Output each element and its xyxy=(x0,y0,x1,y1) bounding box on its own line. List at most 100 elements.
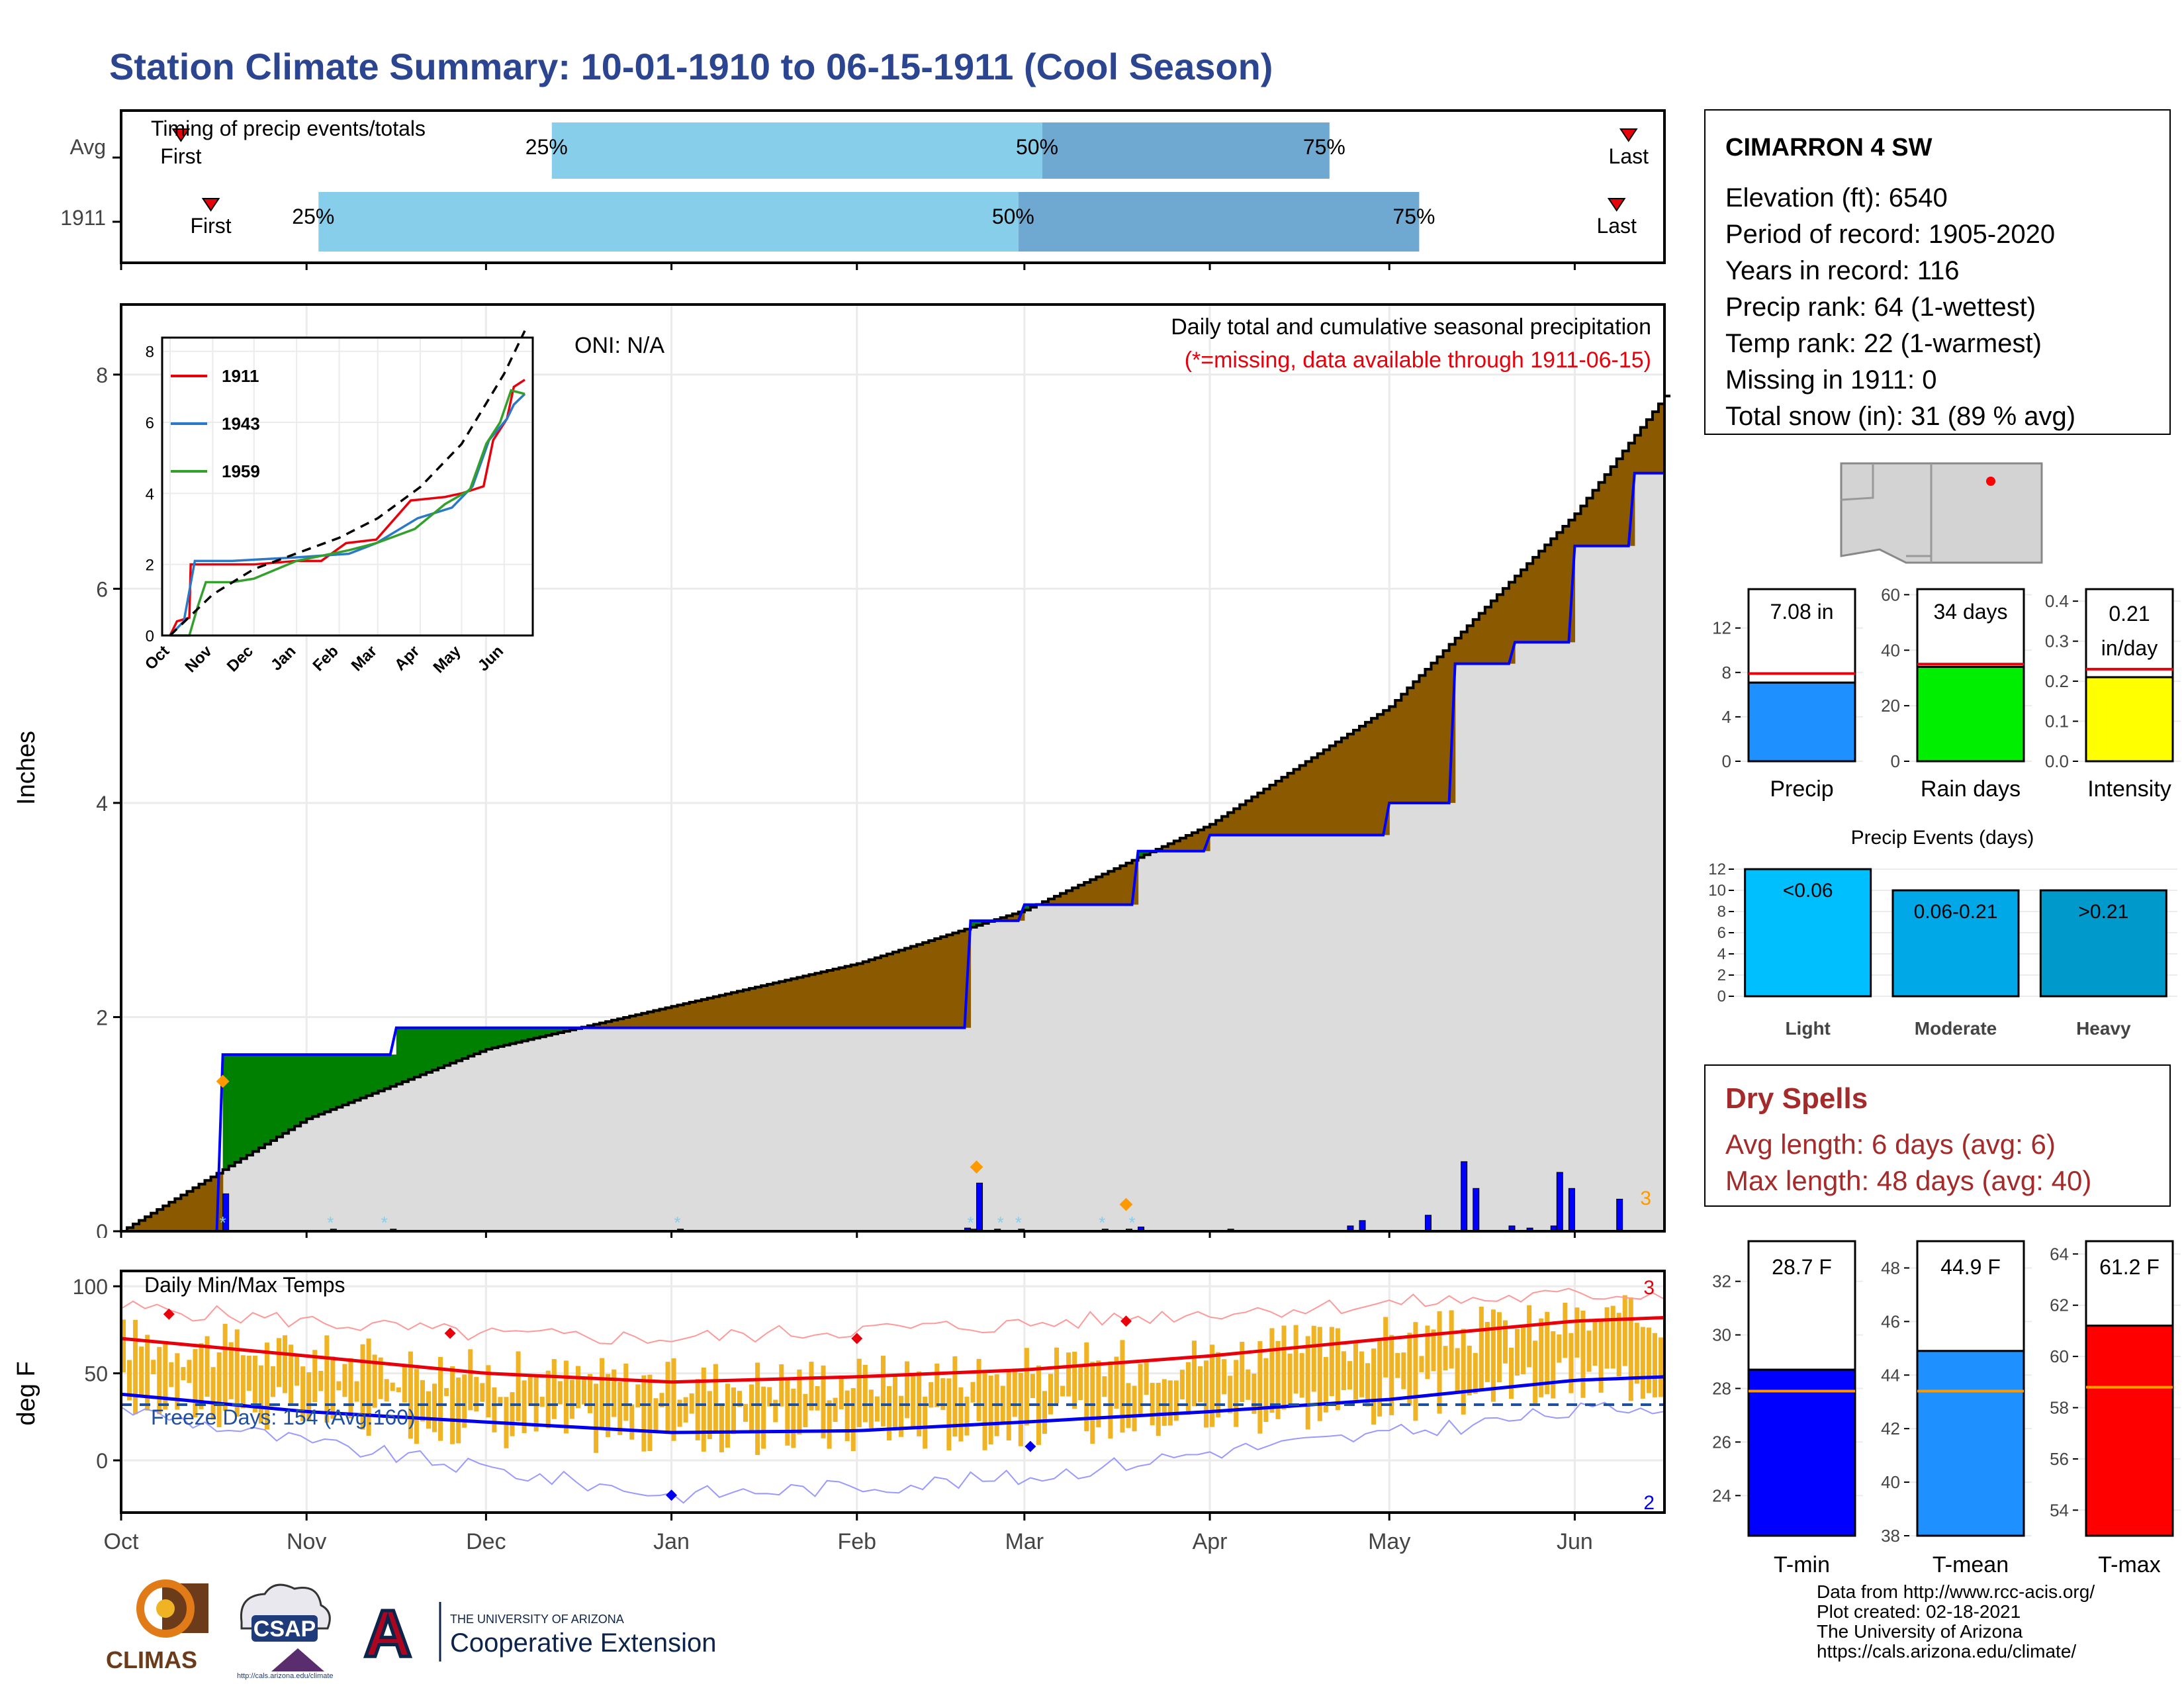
precip-departure-218 xyxy=(1425,669,1432,803)
timing-p50-label-1: 50% xyxy=(992,205,1034,228)
temp-daily-bar-174 xyxy=(1161,1379,1167,1426)
precip-departure-39 xyxy=(354,1055,361,1101)
precip-departure-205 xyxy=(1347,733,1354,835)
temp-daily-bar-129 xyxy=(893,1375,898,1429)
tsum-ytick-label-0-2: 28 xyxy=(1712,1379,1731,1399)
tsum-ytick-label-1-5: 48 xyxy=(1881,1258,1900,1278)
precip-departure-102 xyxy=(731,992,738,1028)
temp-daily-bar-50 xyxy=(420,1380,425,1422)
timing-first-label-0: First xyxy=(160,144,201,168)
precip-departure-35 xyxy=(330,1055,337,1110)
temp-daily-bar-73 xyxy=(557,1381,563,1405)
temp-daily-bar-85 xyxy=(629,1404,635,1440)
temp-daily-bar-250 xyxy=(1616,1313,1621,1377)
csap-logo[interactable]: CSAP http://cals.arizona.edu/climate xyxy=(237,1583,334,1680)
precip-departure-54 xyxy=(444,1027,451,1066)
precip-departure-255 xyxy=(1646,419,1653,473)
temp-ytick-label-2: 100 xyxy=(73,1275,108,1299)
precip-departure-111 xyxy=(785,980,792,1028)
precip-departure-164 xyxy=(1102,874,1109,905)
precip-departure-87 xyxy=(641,1013,649,1028)
precip-departure-31 xyxy=(306,1055,313,1119)
tsum-ytick-label-0-3: 30 xyxy=(1712,1325,1731,1345)
timing-row-avg: Avg xyxy=(69,135,106,159)
temp-daily-bar-213 xyxy=(1395,1352,1400,1378)
events-bar-label-2: >0.21 xyxy=(2078,901,2128,923)
tsum-ytick-label-2-2: 58 xyxy=(2050,1398,2069,1418)
temp-daily-bar-232 xyxy=(1508,1347,1514,1399)
climas-logo[interactable]: CLIMAS xyxy=(106,1579,208,1673)
station-temp-rank: Temp rank: 22 (1-warmest) xyxy=(1725,329,2042,358)
precip-departure-244 xyxy=(1580,506,1588,546)
precip-departure-44 xyxy=(384,1055,391,1089)
temp-daily-bar-138 xyxy=(946,1378,952,1450)
temp-summary-bars: 24 26 28 30 32 28.7 F T-min 38 40 42 44 46 48 44.9 F T… xyxy=(1712,1240,2181,1577)
temp-daily-bar-55 xyxy=(450,1366,455,1444)
temp-daily-bar-142 xyxy=(970,1382,976,1403)
temp-daily-bar-68 xyxy=(527,1376,533,1406)
precip-departure-248 xyxy=(1604,474,1612,546)
timing-p25-label-0: 25% xyxy=(525,135,568,159)
precip-departure-95 xyxy=(689,1002,696,1028)
precip-departure-70 xyxy=(539,1027,547,1037)
events-ytick-label-6: 12 xyxy=(1708,861,1726,878)
temp-daily-bar-80 xyxy=(600,1358,605,1429)
precip-departure-240 xyxy=(1557,532,1563,643)
temp-daily-bar-230 xyxy=(1496,1312,1502,1383)
precip-departure-257 xyxy=(1658,404,1665,473)
temp-daily-bar-74 xyxy=(563,1360,569,1434)
temp-daily-bar-106 xyxy=(755,1362,760,1455)
temp-daily-bar-188 xyxy=(1246,1369,1251,1400)
precip-departure-207 xyxy=(1359,726,1366,835)
credit-line-created: Plot created: 02-18-2021 xyxy=(1817,1601,2021,1622)
precip-departure-52 xyxy=(432,1027,439,1070)
precip-departure-136 xyxy=(934,939,941,1028)
temp-daily-bar-249 xyxy=(1610,1305,1615,1369)
temp-daily-bar-17 xyxy=(222,1323,228,1411)
ua-logo[interactable]: A THE UNIVERSITY OF ARIZONA Cooperative … xyxy=(363,1595,717,1673)
summary-bar-frame-0 xyxy=(1747,588,1856,684)
station-snow: Total snow (in): 31 (89 % avg) xyxy=(1725,402,2076,431)
timing-last-label-1: Last xyxy=(1596,214,1637,238)
temp-daily-bar-145 xyxy=(988,1376,993,1445)
precip-departure-144 xyxy=(982,920,989,923)
precip-departure-21 xyxy=(246,1055,253,1155)
precip-departure-224 xyxy=(1461,632,1468,664)
precip-departure-96 xyxy=(695,1000,702,1028)
precip-departure-11 xyxy=(187,1191,194,1231)
precip-departure-33 xyxy=(318,1055,325,1115)
temp-daily-bar-15 xyxy=(210,1367,216,1420)
temp-daily-bar-33 xyxy=(318,1370,324,1391)
precip-departure-184 xyxy=(1222,816,1228,835)
temp-daily-bar-93 xyxy=(677,1399,682,1427)
temp-daily-bar-1 xyxy=(127,1360,132,1401)
precip-departure-208 xyxy=(1365,722,1372,835)
precip-departure-68 xyxy=(527,1027,535,1040)
temp-daily-bar-177 xyxy=(1179,1370,1185,1399)
precip-departure-1 xyxy=(127,1227,134,1231)
temp-daily-bar-111 xyxy=(785,1379,790,1446)
precip-departure-154 xyxy=(1042,902,1049,905)
precip-departure-83 xyxy=(617,1019,624,1028)
temp-daily-bar-84 xyxy=(623,1363,629,1421)
precip-departure-62 xyxy=(492,1027,499,1048)
temp-daily-bar-149 xyxy=(1012,1368,1017,1417)
temp-daily-bar-211 xyxy=(1383,1317,1388,1378)
precip-departure-123 xyxy=(856,963,864,1028)
temp-daily-bar-19 xyxy=(234,1329,240,1417)
precip-departure-13 xyxy=(199,1184,206,1231)
precip-departure-131 xyxy=(905,948,911,1028)
precip-departure-100 xyxy=(719,995,726,1028)
tsum-value-1: 44.9 F xyxy=(1940,1255,2001,1279)
precip-departure-246 xyxy=(1592,490,1600,546)
precip-departure-170 xyxy=(1138,851,1145,858)
summary-ytick-label-1-3: 60 xyxy=(1881,585,1900,604)
temp-daily-bar-162 xyxy=(1090,1362,1095,1444)
freeze-days-label: Freeze Days: 154 (Avg:160) xyxy=(151,1405,416,1429)
precip-departure-40 xyxy=(360,1055,367,1098)
temp-daily-bar-208 xyxy=(1365,1363,1371,1407)
temp-daily-bar-239 xyxy=(1551,1331,1556,1399)
timing-last-marker-1 xyxy=(1607,198,1626,212)
precip-departure-50 xyxy=(420,1027,427,1075)
precip-departure-37 xyxy=(342,1055,349,1105)
